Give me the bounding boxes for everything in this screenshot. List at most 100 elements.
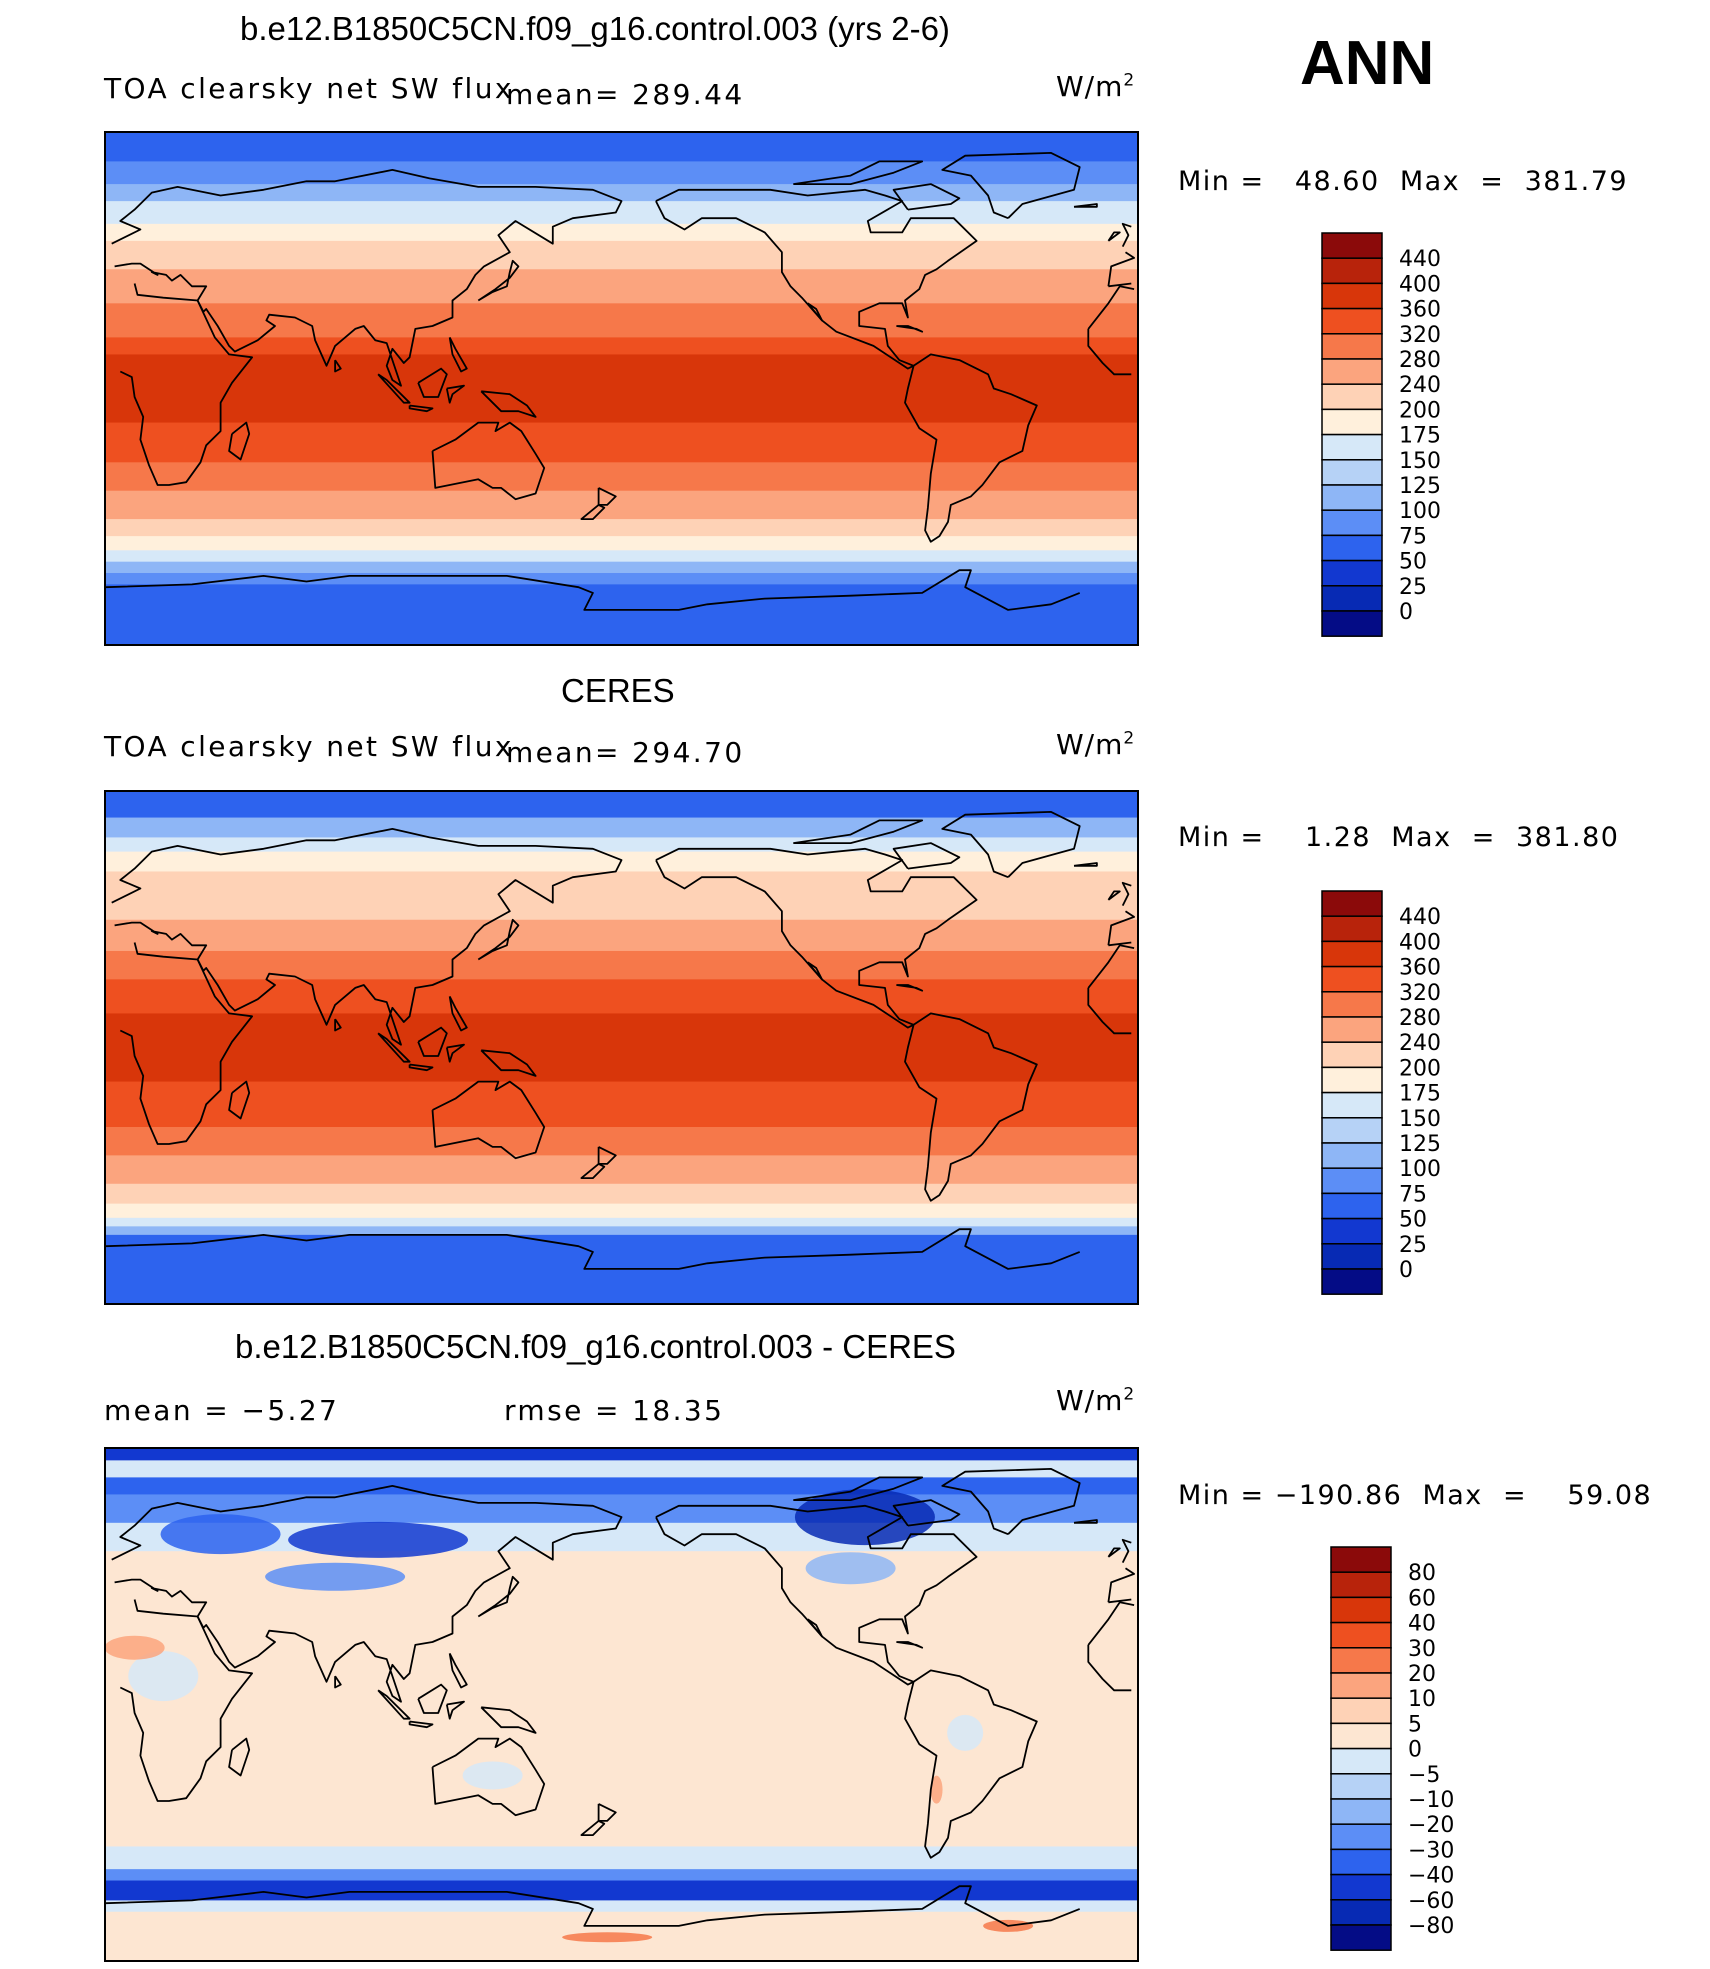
map-anomaly (794, 1489, 935, 1546)
map-band (106, 161, 1137, 185)
panel-diff-title: b.e12.B1850C5CN.f09_g16.control.003 - CE… (235, 1328, 956, 1365)
coastline (793, 819, 924, 844)
colorbar-label: 125 (1399, 474, 1441, 499)
colorbar-swatch (1330, 1621, 1392, 1649)
colorbar-label: 75 (1399, 524, 1427, 549)
coastline (597, 1146, 617, 1165)
map-band (106, 837, 1137, 853)
coastline (408, 1720, 434, 1729)
coastline (106, 1228, 1081, 1270)
colorbar-label: 200 (1399, 1056, 1441, 1081)
coastline (106, 1885, 1081, 1927)
colorbar-swatch (1321, 257, 1383, 285)
colorbar-swatch (1321, 1016, 1383, 1043)
panel-model-colorbar: 440 400 360 320 280 240 200 175 150 125 100 75 50 25 0 (1321, 232, 1461, 637)
colorbar-label: −80 (1408, 1914, 1454, 1939)
map-band (106, 1183, 1137, 1205)
colorbar-swatch (1321, 307, 1383, 335)
colorbar-swatch (1330, 1672, 1392, 1699)
coastline (793, 1476, 924, 1501)
coastline (1073, 862, 1098, 867)
colorbar-label: 320 (1399, 981, 1441, 1006)
map-band (106, 1203, 1137, 1219)
coastline (417, 1683, 448, 1714)
map-band (106, 269, 1137, 304)
panel-diff-minmax: Min = −190.86 Max = 59.08 (1178, 1480, 1653, 1511)
colorbar-label: 440 (1399, 905, 1441, 930)
map-anomaly (947, 1714, 984, 1751)
coastline (228, 1080, 251, 1120)
colorbar-swatch (1321, 1217, 1383, 1245)
colorbar-label: 60 (1408, 1586, 1436, 1611)
colorbar-swatch (1321, 459, 1383, 486)
coastline (580, 1820, 606, 1836)
colorbar-label: 175 (1399, 424, 1441, 449)
map-anomaly (288, 1521, 469, 1558)
coastline (477, 1575, 520, 1618)
colorbar-label: −10 (1408, 1788, 1454, 1813)
colorbar-swatch (1321, 232, 1383, 259)
map-band (106, 550, 1137, 563)
season-label: ANN (1300, 29, 1435, 98)
colorbar-swatch (1321, 559, 1383, 587)
coastline (408, 404, 434, 413)
map-anomaly (805, 1552, 896, 1585)
coastline (892, 183, 961, 211)
map-band (106, 536, 1137, 551)
colorbar-label: −40 (1408, 1864, 1454, 1889)
colorbar-label: −30 (1408, 1838, 1454, 1863)
coastline (119, 283, 1135, 486)
coastline (892, 842, 961, 870)
map-band (106, 1013, 1137, 1083)
colorbar-swatch (1321, 358, 1383, 385)
map-band (106, 950, 1137, 980)
colorbar-label: 50 (1399, 1208, 1427, 1233)
colorbar-label: 0 (1399, 1258, 1413, 1283)
coastline (896, 325, 924, 333)
colorbar-label: 40 (1408, 1612, 1436, 1637)
panel-model-mean-label: mean= 289.44 (506, 78, 745, 111)
colorbar-swatch (1330, 1722, 1392, 1750)
map-band (106, 1217, 1137, 1227)
colorbar-label: 20 (1408, 1662, 1436, 1687)
colorbar-swatch (1321, 333, 1383, 360)
map-band (106, 792, 1137, 819)
coastline (377, 373, 411, 404)
coastline (1107, 231, 1121, 242)
map-band (106, 422, 1137, 463)
coastline (904, 1012, 1038, 1202)
colorbar-label: 125 (1399, 1132, 1441, 1157)
map-band (106, 1226, 1137, 1236)
colorbar-swatch (1321, 1117, 1383, 1144)
colorbar-swatch (1321, 383, 1383, 411)
map-band (106, 561, 1137, 574)
coastline (448, 336, 468, 373)
map-anomaly (265, 1562, 406, 1591)
coastline (1107, 1547, 1121, 1558)
coastline (904, 1669, 1038, 1859)
coastline (480, 1049, 537, 1077)
coastline (1121, 222, 1132, 248)
map-band (106, 519, 1137, 537)
coastline (228, 421, 251, 461)
coastline (807, 1618, 823, 1638)
map-band (106, 1869, 1137, 1882)
panel-obs-units: W/m2 (1056, 728, 1136, 761)
colorbar-label: 80 (1408, 1561, 1436, 1586)
coastline (1121, 1538, 1132, 1564)
colorbar-swatch (1330, 1747, 1392, 1775)
coastline (480, 1706, 537, 1734)
coastline (941, 152, 1081, 220)
coastline (597, 487, 617, 506)
colorbar-swatch (1321, 1142, 1383, 1169)
colorbar-label: 200 (1399, 398, 1441, 423)
colorbar-label: 75 (1399, 1182, 1427, 1207)
panel-diff-colorbar: 80 60 40 30 20 10 5 0 −5 −10 −20 −30 −40 −60 −80 (1330, 1546, 1470, 1951)
coastline (334, 359, 342, 373)
coastline (408, 1063, 434, 1072)
map-anomaly (562, 1932, 653, 1943)
panel-model-title: b.e12.B1850C5CN.f09_g16.control.003 (yrs… (240, 10, 950, 47)
colorbar-label: 25 (1399, 1233, 1427, 1258)
panel-diff-rmse-label: rmse = 18.35 (504, 1394, 725, 1427)
colorbar-swatch (1321, 965, 1383, 993)
